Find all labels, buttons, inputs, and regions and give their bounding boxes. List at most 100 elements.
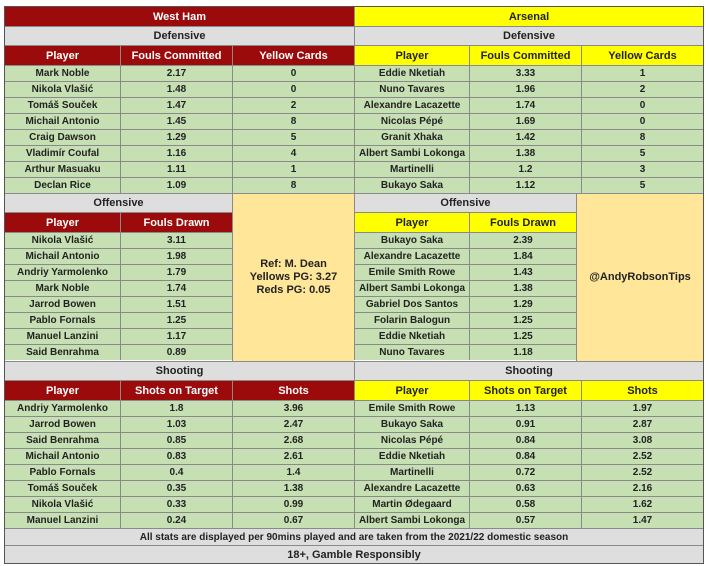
shots: 2.52 [581,464,703,480]
fouls-drawn: 0.89 [120,344,232,360]
player-name: Tomáš Souček [5,97,120,113]
fouls-drawn: 1.43 [469,264,576,280]
shots: 2.61 [232,448,354,464]
social-handle: @AndyRobsonTips [589,271,691,283]
fouls-drawn: 2.39 [469,232,576,248]
fouls-drawn: 1.74 [120,280,232,296]
yellow-cards: 8 [232,177,354,193]
arsenal-team-header: Arsenal [354,7,703,26]
shots-on-target: 1.13 [469,400,581,416]
referee-name: Ref: M. Dean [260,258,327,270]
player-name: Jarrod Bowen [5,296,120,312]
arsenal-defensive-title: Defensive [354,26,703,45]
yellow-cards: 2 [581,81,703,97]
column-header-yellow-cards: Yellow Cards [232,45,354,65]
fouls-drawn: 1.18 [469,344,576,360]
player-name: Alexandre Lacazette [354,480,469,496]
player-name: Pablo Fornals [5,312,120,328]
fouls-drawn: 1.38 [469,280,576,296]
shots-on-target: 0.83 [120,448,232,464]
player-name: Jarrod Bowen [5,416,120,432]
shots-on-target: 0.91 [469,416,581,432]
referee-stats-box: Ref: M. Dean Yellows PG: 3.27 Reds PG: 0… [232,193,354,361]
player-name: Andriy Yarmolenko [5,400,120,416]
player-name: Manuel Lanzini [5,328,120,344]
yellow-cards: 0 [581,113,703,129]
referee-reds-per-game: Reds PG: 0.05 [256,284,331,296]
shots: 2.87 [581,416,703,432]
yellow-cards: 1 [232,161,354,177]
player-name: Said Benrahma [5,432,120,448]
arsenal-offensive-title: Offensive [354,193,576,212]
fouls-drawn: 3.11 [120,232,232,248]
column-header-player: Player [5,212,120,232]
column-header-shots: Shots [232,380,354,400]
shots-on-target: 0.4 [120,464,232,480]
player-name: Albert Sambi Lokonga [354,512,469,528]
fouls-committed: 1.47 [120,97,232,113]
yellow-cards: 5 [581,177,703,193]
shots: 2.52 [581,448,703,464]
player-name: Eddie Nketiah [354,448,469,464]
fouls-committed: 1.11 [120,161,232,177]
shots: 0.67 [232,512,354,528]
fouls-drawn: 1.17 [120,328,232,344]
player-name: Michail Antonio [5,248,120,264]
shots-on-target: 0.33 [120,496,232,512]
column-header-shots-on-target: Shots on Target [469,380,581,400]
column-header-shots-on-target: Shots on Target [120,380,232,400]
player-name: Martinelli [354,161,469,177]
fouls-committed: 1.2 [469,161,581,177]
yellow-cards: 4 [232,145,354,161]
yellow-cards: 2 [232,97,354,113]
column-header-shots: Shots [581,380,703,400]
fouls-committed: 3.33 [469,65,581,81]
fouls-committed: 1.96 [469,81,581,97]
player-name: Manuel Lanzini [5,512,120,528]
fouls-committed: 1.16 [120,145,232,161]
shots-on-target: 0.63 [469,480,581,496]
yellow-cards: 3 [581,161,703,177]
fouls-committed: 1.48 [120,81,232,97]
fouls-drawn: 1.25 [469,328,576,344]
shots: 3.08 [581,432,703,448]
shots-on-target: 0.84 [469,448,581,464]
shots: 0.99 [232,496,354,512]
column-header-fouls-committed: Fouls Committed [469,45,581,65]
player-name: Said Benrahma [5,344,120,360]
column-header-player: Player [354,380,469,400]
player-name: Michail Antonio [5,448,120,464]
fouls-drawn: 1.25 [120,312,232,328]
referee-yellows-per-game: Yellows PG: 3.27 [249,271,338,283]
yellow-cards: 1 [581,65,703,81]
column-header-yellow-cards: Yellow Cards [581,45,703,65]
arsenal-shooting-title: Shooting [354,361,703,380]
shots: 2.68 [232,432,354,448]
shots-on-target: 0.24 [120,512,232,528]
player-name: Nuno Tavares [354,81,469,97]
player-name: Emile Smith Rowe [354,400,469,416]
column-header-player: Player [354,45,469,65]
yellow-cards: 8 [232,113,354,129]
fouls-drawn: 1.51 [120,296,232,312]
shots: 3.96 [232,400,354,416]
shots: 1.62 [581,496,703,512]
player-name: Andriy Yarmolenko [5,264,120,280]
fouls-drawn: 1.25 [469,312,576,328]
yellow-cards: 8 [581,129,703,145]
player-name: Emile Smith Rowe [354,264,469,280]
column-header-fouls-committed: Fouls Committed [120,45,232,65]
shots-on-target: 0.85 [120,432,232,448]
player-name: Martin Ødegaard [354,496,469,512]
player-name: Mark Noble [5,65,120,81]
player-name: Tomáš Souček [5,480,120,496]
shots: 2.47 [232,416,354,432]
player-name: Bukayo Saka [354,232,469,248]
player-name: Folarin Balogun [354,312,469,328]
shots: 1.38 [232,480,354,496]
player-name: Albert Sambi Lokonga [354,280,469,296]
fouls-committed: 1.09 [120,177,232,193]
player-name: Bukayo Saka [354,416,469,432]
yellow-cards: 0 [581,97,703,113]
gamble-responsibly-note: 18+, Gamble Responsibly [5,545,703,563]
